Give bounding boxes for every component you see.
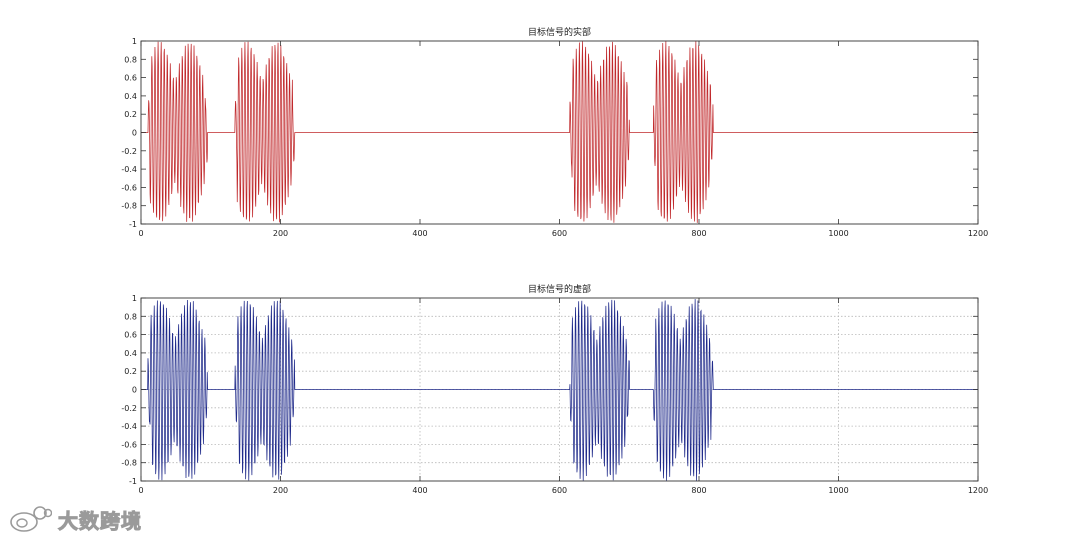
chart-title: 目标信号的实部: [528, 26, 591, 38]
y-tick-label: -0.8: [121, 202, 137, 211]
x-tick-label: 800: [691, 229, 706, 238]
y-tick-label: 0: [132, 386, 137, 395]
x-tick-label: 800: [691, 486, 706, 495]
y-tick-label: 0.2: [124, 110, 137, 119]
subplot-1: 0 200 400 600 800 1000 1200 -1 -0.8 -0.6 -0.4 -0.2 0…: [121, 26, 988, 238]
y-tick-label: -0.2: [121, 404, 137, 413]
y-tick-label: 0.6: [124, 331, 137, 340]
watermark-text: 大数跨境: [58, 508, 142, 533]
y-tick-label: -0.2: [121, 147, 137, 156]
x-tick-label: 0: [138, 229, 143, 238]
signal-line: [141, 299, 978, 481]
y-tick-label: -0.4: [121, 165, 137, 174]
x-tick-label: 1200: [968, 486, 988, 495]
x-tick-label: 0: [138, 486, 143, 495]
signal-line: [141, 41, 978, 223]
y-tick-label: 0.6: [124, 74, 137, 83]
chart-title: 目标信号的虚部: [528, 283, 591, 295]
x-tick-label: 600: [552, 486, 567, 495]
y-tick-label: -0.6: [121, 440, 137, 449]
y-tick-label: -1: [129, 220, 137, 229]
x-tick-label: 200: [273, 229, 288, 238]
x-tick-label: 1000: [828, 229, 848, 238]
y-tick-label: -0.8: [121, 459, 137, 468]
y-tick-label: 1: [132, 294, 137, 303]
x-tick-label: 400: [412, 486, 427, 495]
x-tick-label: 1200: [968, 229, 988, 238]
x-tick-label: 1000: [828, 486, 848, 495]
y-tick-label: 0.8: [124, 55, 137, 64]
x-tick-label: 400: [412, 229, 427, 238]
x-tick-label: 200: [273, 486, 288, 495]
watermark: 大数跨境: [8, 502, 142, 536]
x-tick-label: 600: [552, 229, 567, 238]
y-tick-label: 1: [132, 37, 137, 46]
y-tick-label: 0.4: [124, 349, 137, 358]
weibo-logo-icon: [10, 506, 52, 532]
y-tick-label: 0.2: [124, 367, 137, 376]
y-tick-label: -0.6: [121, 183, 137, 192]
y-tick-label: 0.8: [124, 312, 137, 321]
y-tick-label: 0.4: [124, 92, 137, 101]
y-tick-label: 0: [132, 129, 137, 138]
y-tick-label: -1: [129, 477, 137, 486]
y-tick-label: -0.4: [121, 422, 137, 431]
subplot-2: 0 200 400 600 800 1000 1200 -1 -0.8 -0.6 -0.4 -0.2 0…: [121, 283, 988, 495]
